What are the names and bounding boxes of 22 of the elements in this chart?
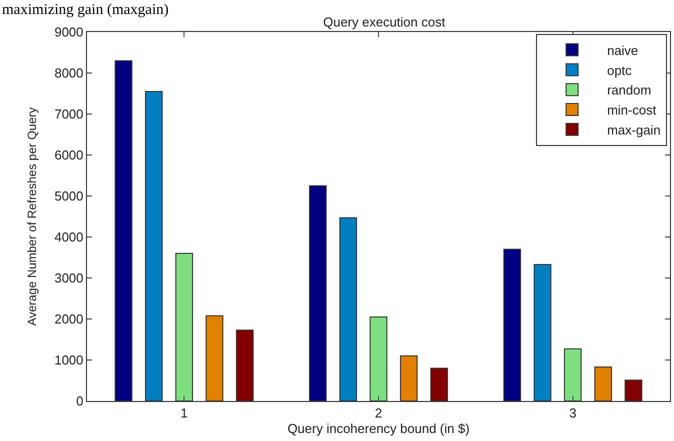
legend-label: optc: [607, 62, 632, 78]
y-tick-label: 0: [76, 394, 84, 409]
legend-label: random: [607, 82, 652, 98]
y-tick-label: 4000: [54, 230, 84, 245]
legend-label: max-gain: [607, 122, 661, 138]
chart-title: Query execution cost: [323, 14, 446, 30]
y-tick-label: 3000: [54, 270, 84, 286]
y-axis-title: Average Number of Refreshes per Query: [24, 107, 39, 326]
x-tick-label: 2: [374, 406, 382, 421]
y-tick-label: 1000: [54, 352, 84, 368]
y-tick-label: 7000: [54, 106, 84, 122]
legend-label: naive: [607, 42, 638, 58]
x-axis-title: Query incoherency bound (in $): [287, 421, 470, 436]
x-tick-label: 1: [180, 406, 188, 421]
legend-label: min-cost: [607, 102, 657, 118]
y-tick-label: 5000: [54, 188, 84, 204]
y-tick-label: 8000: [54, 66, 84, 81]
y-tick-label: 9000: [54, 24, 84, 40]
x-tick-label: 3: [569, 406, 576, 421]
y-tick-label: 6000: [54, 148, 84, 163]
y-tick-label: 2000: [54, 312, 84, 327]
text: maximizing gain (maxgain): [2, 2, 169, 18]
